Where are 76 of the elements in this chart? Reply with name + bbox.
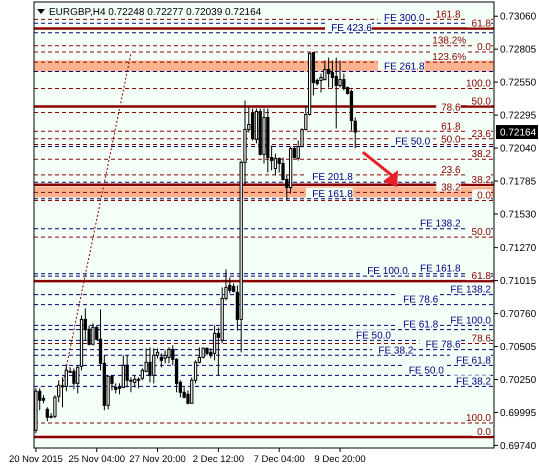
annotation: 78.6 <box>472 334 492 345</box>
annotation: 50.0 <box>441 134 462 146</box>
y-tick-label: 0.72550 <box>500 78 537 89</box>
annotation: 0.0 <box>477 42 492 54</box>
annotation: FE 78.6 <box>403 294 439 306</box>
annotation: 123.6% <box>432 52 466 64</box>
candlestick <box>319 72 323 93</box>
annotation: 38.2 <box>441 182 462 194</box>
annotation: 100.0 <box>466 413 492 424</box>
text: EURGBP,H4 0.72248 0.72277 0.72039 0.72164 <box>49 7 262 18</box>
y-tick-label: 0.73060 <box>500 12 537 23</box>
candlestick <box>46 406 49 422</box>
annotation: FE 161.8 <box>312 188 354 200</box>
annotation: FE 50.0 <box>408 365 444 376</box>
annotation: 23.6 <box>441 164 462 176</box>
annotation: 38.2 <box>472 149 492 160</box>
y-tick-label: 0.72295 <box>500 110 537 122</box>
y-tick-label: 0.72040 <box>500 144 537 155</box>
annotation: FE 300.0 <box>384 13 426 24</box>
x-tick-label: 25 Nov 04:00 <box>68 454 125 465</box>
annotation: 100.0 <box>466 78 492 90</box>
y-tick-label: 0.70505 <box>500 342 537 354</box>
annotation: FE 423.6 <box>331 22 372 34</box>
x-tick-label: 9 Dec 20:00 <box>314 454 366 465</box>
candlestick <box>212 324 216 361</box>
annotation: FE 38.2 <box>378 345 414 356</box>
candlestick <box>91 322 95 346</box>
y-tick-label: 0.71015 <box>500 276 537 288</box>
annotation: FE 138.2 <box>420 218 462 230</box>
candlestick <box>326 57 330 88</box>
y-tick-label: 0.71530 <box>500 210 537 221</box>
y-tick-label: 0.70760 <box>500 309 537 320</box>
annotation: 78.6 <box>441 102 462 114</box>
annotation: 61.8 <box>441 121 462 132</box>
x-tick-label: 20 Nov 2015 <box>8 454 63 465</box>
x-tick-label: 7 Dec 04:00 <box>254 454 305 465</box>
candlestick <box>160 352 163 368</box>
y-tick-label: 0.72805 <box>500 44 537 56</box>
annotation: 50.0 <box>472 227 492 238</box>
annotation: FE 78.6 <box>426 340 462 351</box>
annotation: 50.0 <box>472 96 492 108</box>
candlestick <box>334 57 338 129</box>
annotation: 161.8 <box>436 9 462 20</box>
annotation: FE 201.8 <box>312 172 354 184</box>
x-tick-label: 2 Dec 12:00 <box>192 454 244 465</box>
candlestick <box>72 368 76 390</box>
annotation: FE 138.2 <box>450 284 492 296</box>
annotation: 0.72164 <box>500 128 537 139</box>
y-tick-label: 0.70250 <box>500 374 537 386</box>
annotation: FE 261.8 <box>384 62 426 73</box>
candlestick <box>338 60 342 88</box>
candlestick <box>152 348 156 384</box>
y-tick-label: 0.71785 <box>500 176 537 188</box>
annotation: FE 50.0 <box>395 136 431 148</box>
annotation: FE 161.8 <box>420 264 462 275</box>
y-tick-label: 0.69995 <box>500 408 537 419</box>
y-tick-label: 0.71270 <box>500 243 537 254</box>
annotation: 23.6 <box>472 128 492 140</box>
annotation: FE 100.0 <box>450 315 492 326</box>
x-tick-label: 27 Nov 20:00 <box>129 454 186 465</box>
candlestick <box>274 153 278 176</box>
annotation: 61.8 <box>472 18 492 30</box>
annotation: FE 61.8 <box>403 320 439 331</box>
candlestick <box>167 346 171 364</box>
annotation: 138.2% <box>432 36 466 47</box>
annotation: 0.0 <box>477 190 492 202</box>
candlestick <box>148 346 152 383</box>
annotation: 0.0 <box>477 427 492 438</box>
annotation: FE 38.2 <box>456 376 492 388</box>
annotation: 61.8 <box>472 271 492 282</box>
annotation: FE 61.8 <box>456 355 492 366</box>
candlestick <box>164 350 167 364</box>
y-tick-label: 0.69740 <box>500 440 537 452</box>
annotation: 38.2 <box>472 174 492 186</box>
annotation: FE 50.0 <box>356 330 392 342</box>
annotation: FE 100.0 <box>367 266 408 278</box>
